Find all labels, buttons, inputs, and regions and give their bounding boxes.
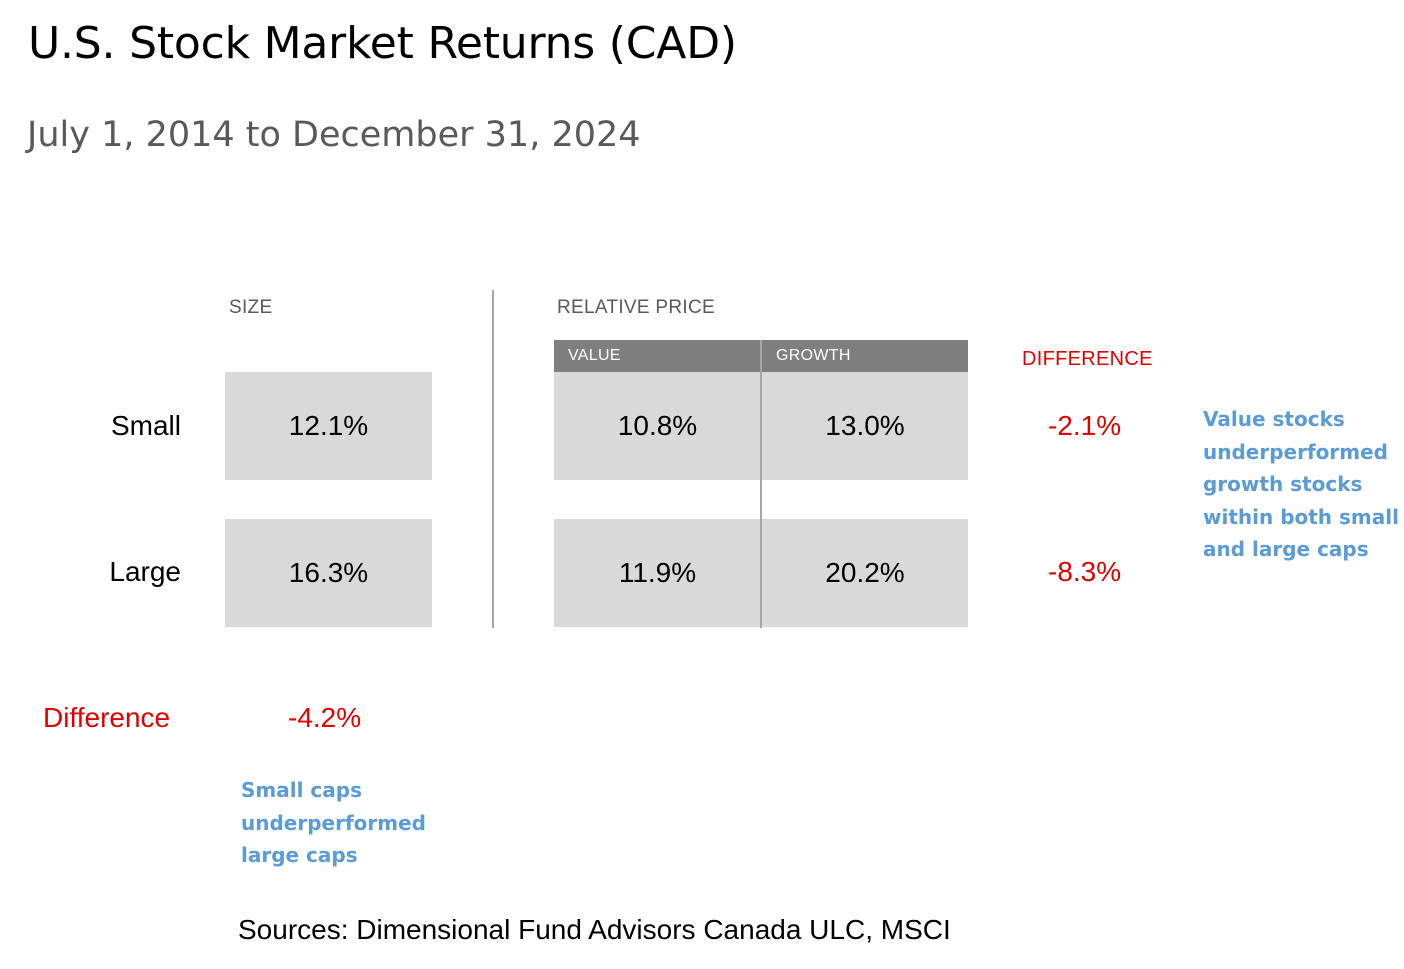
- growth-column-header: GROWTH: [762, 340, 968, 372]
- size-header: SIZE: [229, 297, 273, 318]
- note-line: large caps: [241, 843, 358, 867]
- sources: Sources: Dimensional Fund Advisors Canad…: [238, 914, 951, 945]
- note-line: and large caps: [1203, 537, 1369, 561]
- chart-title: U.S. Stock Market Returns (CAD): [28, 18, 737, 69]
- size-cell-large: 16.3%: [225, 519, 432, 627]
- size-value-large: 16.3%: [288, 557, 369, 588]
- value-growth-note: Value stocks underperformed growth stock…: [1203, 403, 1399, 566]
- difference-header: DIFFERENCE: [1022, 348, 1153, 370]
- value-value-large: 11.9%: [618, 557, 697, 588]
- relative-price-header: RELATIVE PRICE: [557, 297, 715, 318]
- growth-value-small: 13.0%: [825, 410, 905, 441]
- size-cell-small: 12.1%: [225, 372, 432, 480]
- note-line: Small caps: [241, 778, 362, 802]
- value-column-header: VALUE: [554, 340, 761, 372]
- difference-value-large: -8.3%: [1048, 556, 1122, 587]
- chart-subtitle: July 1, 2014 to December 31, 2024: [27, 115, 641, 155]
- difference-value-small: -2.1%: [1048, 410, 1122, 441]
- value-cell-small: 10.8%: [554, 372, 761, 480]
- note-line: Value stocks: [1203, 407, 1345, 431]
- size-difference-value: -4.2%: [288, 702, 362, 733]
- size-difference-label: Difference: [43, 702, 171, 733]
- size-value-small: 12.1%: [288, 410, 369, 441]
- section-divider: [492, 290, 494, 628]
- value-growth-divider: [760, 340, 762, 628]
- row-label-large: Large: [109, 556, 181, 587]
- note-line: underperformed: [241, 810, 426, 835]
- growth-value-large: 20.2%: [825, 557, 905, 588]
- value-cell-large: 11.9%: [554, 519, 761, 627]
- row-label-small: Small: [110, 410, 181, 441]
- note-line: underperformed: [1203, 439, 1388, 464]
- note-line: growth stocks: [1203, 472, 1363, 496]
- note-line: within both small: [1203, 504, 1399, 529]
- growth-cell-large: 20.2%: [762, 519, 968, 627]
- growth-cell-small: 13.0%: [762, 372, 968, 480]
- value-value-small: 10.8%: [617, 410, 698, 441]
- size-note: Small caps underperformed large caps: [241, 774, 426, 872]
